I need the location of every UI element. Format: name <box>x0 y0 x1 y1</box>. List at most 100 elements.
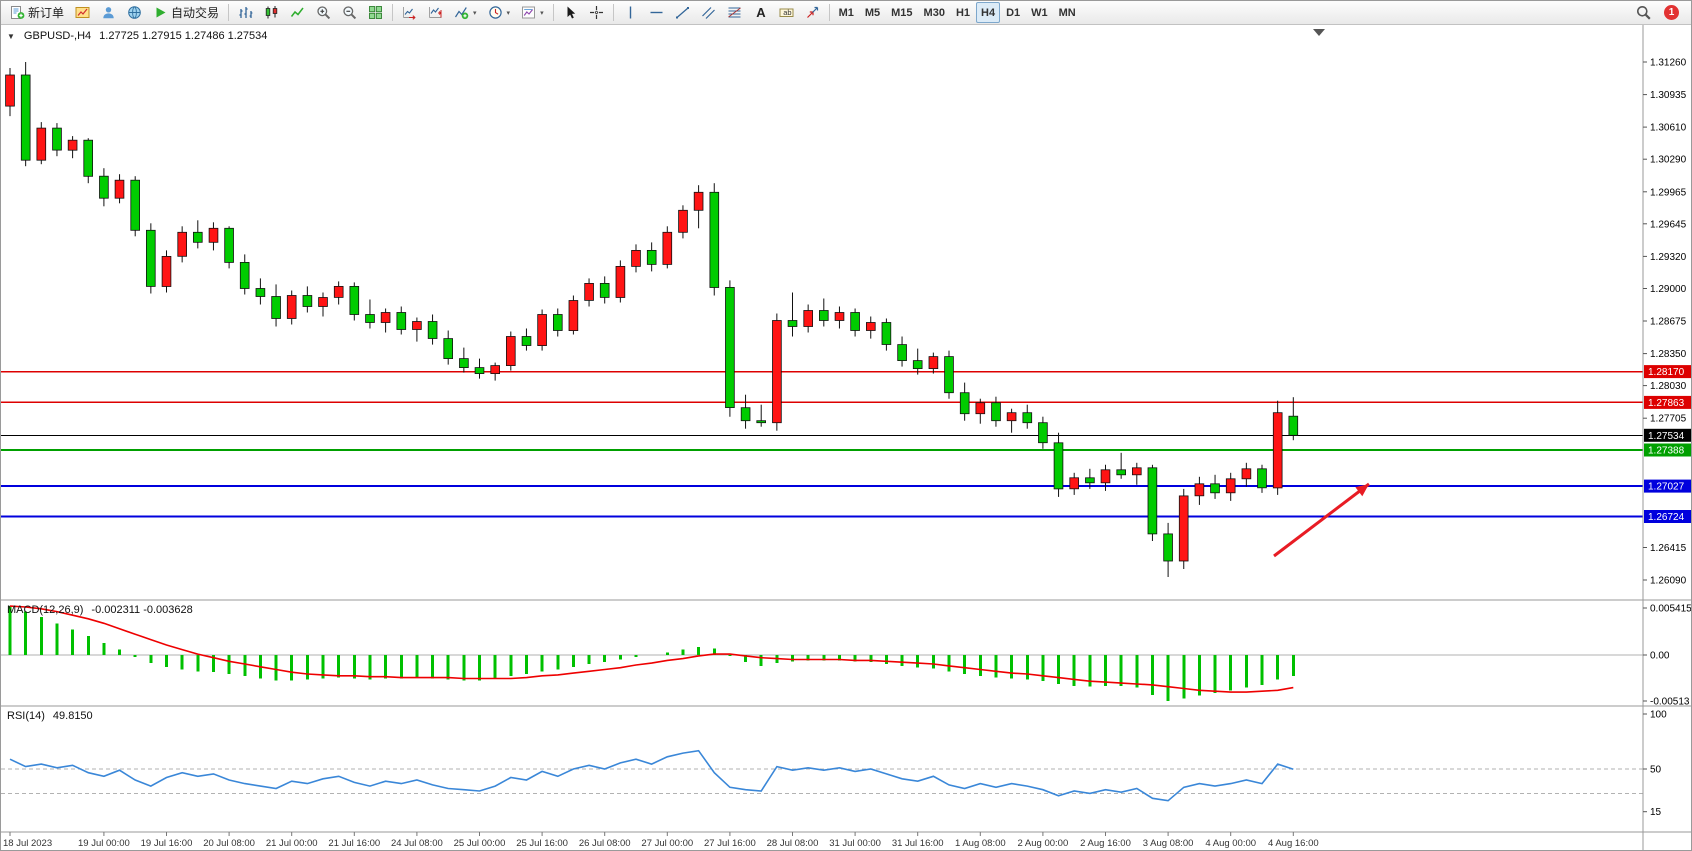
time-tick-label: 1 Aug 08:00 <box>955 838 1006 849</box>
time-tick-label: 4 Aug 16:00 <box>1268 838 1319 849</box>
trendline-button[interactable] <box>670 2 695 23</box>
chart-shift-marker[interactable] <box>1313 29 1325 36</box>
price-tick-label: 1.31260 <box>1650 58 1687 69</box>
candle <box>866 316 876 339</box>
timeframe-m1-button[interactable]: M1 <box>834 2 859 23</box>
chart-area[interactable]: 1.31260 1.30935 1.30610 1.30290 1.29965 1.296… <box>1 25 1692 851</box>
svg-text:ab: ab <box>783 8 791 17</box>
new-chart-button[interactable] <box>70 2 95 23</box>
candle <box>631 244 641 273</box>
candle <box>1116 452 1127 479</box>
candle <box>881 318 892 351</box>
chart-background <box>1 25 1691 850</box>
candle <box>490 362 500 381</box>
timeframe-m30-button[interactable]: M30 <box>919 2 950 23</box>
zoom-in-button[interactable] <box>311 2 336 23</box>
candle <box>1053 432 1064 497</box>
vertical-line-button[interactable] <box>618 2 643 23</box>
profiles-button[interactable] <box>96 2 121 23</box>
candlestick-chart-button[interactable] <box>259 2 284 23</box>
candle <box>1257 464 1267 493</box>
candle <box>99 168 109 207</box>
candle <box>599 276 610 304</box>
bar-chart-button[interactable] <box>233 2 258 23</box>
price-tick-label: 1.30290 <box>1650 155 1687 166</box>
candle <box>505 331 516 371</box>
candle <box>897 336 907 367</box>
notification-badge[interactable]: 1 <box>1664 5 1679 20</box>
candle <box>255 278 266 305</box>
time-tick-label: 24 Jul 08:00 <box>391 838 443 849</box>
templates-icon <box>522 6 536 19</box>
price-tick-label: 1.28350 <box>1650 349 1687 360</box>
toolbar-separator <box>612 4 614 21</box>
auto-scroll-button[interactable] <box>397 2 422 23</box>
candle <box>396 306 407 335</box>
dropdown-arrow-icon[interactable]: ▾ <box>473 9 477 17</box>
timeframe-label: M5 <box>864 6 881 19</box>
fibonacci-button[interactable] <box>722 2 747 23</box>
textlabel-icon: ab <box>779 8 794 17</box>
time-tick-label: 25 Jul 16:00 <box>516 838 568 849</box>
candle <box>709 183 720 296</box>
candle <box>584 278 594 307</box>
cursor-button[interactable] <box>558 2 583 23</box>
rsi-indicator <box>1 749 1643 802</box>
templates-button[interactable]: ▾ <box>516 2 549 23</box>
axis-price-flag <box>1644 443 1691 457</box>
candle <box>365 299 375 329</box>
periods-icon <box>488 6 502 19</box>
timeframe-h4-button[interactable]: H4 <box>976 2 1001 23</box>
cursor-icon <box>567 6 575 19</box>
trend-arrow-annotation[interactable] <box>1273 482 1370 558</box>
one-click-trading-toggle-icon[interactable]: ▼ <box>7 31 15 41</box>
time-axis: 18 Jul 2023 19 Jul 00:00 19 Jul 16:00 20 Ju… <box>3 832 1319 849</box>
axis-price-flag <box>1644 510 1691 523</box>
text-button[interactable]: A <box>748 2 773 23</box>
candle <box>959 382 970 421</box>
axis-price-flag <box>1644 395 1691 409</box>
dropdown-arrow-icon[interactable]: ▾ <box>540 9 544 17</box>
chart-shift-button[interactable] <box>423 2 448 23</box>
candle <box>1163 522 1173 577</box>
crosshair-icon <box>589 6 603 19</box>
timeframe-m5-button[interactable]: M5 <box>860 2 885 23</box>
candle <box>553 308 563 337</box>
candle <box>944 350 954 399</box>
channel-button[interactable] <box>696 2 721 23</box>
arrows-button[interactable] <box>800 2 825 23</box>
autotrading-button[interactable]: 自动交易 <box>148 2 224 23</box>
axis-price-flag-label: 1.27027 <box>1648 482 1685 493</box>
timeframe-mn-button[interactable]: MN <box>1054 2 1081 23</box>
candle <box>1069 472 1080 495</box>
timeframe-h1-button[interactable]: H1 <box>951 2 975 23</box>
horizontal-line-button[interactable] <box>644 2 669 23</box>
periods-button[interactable]: ▾ <box>483 2 516 23</box>
tile-windows-button[interactable] <box>363 2 388 23</box>
line-chart-button[interactable] <box>285 2 310 23</box>
dropdown-arrow-icon[interactable]: ▾ <box>506 9 511 17</box>
macd-axis-label: 0.00 <box>1650 651 1670 662</box>
time-tick-label: 3 Aug 08:00 <box>1143 838 1194 849</box>
new-order-icon <box>11 6 25 19</box>
rsi-axis-label: 15 <box>1650 807 1662 818</box>
timeframe-m15-button[interactable]: M15 <box>886 2 917 23</box>
axis-price-flag-label: 1.28170 <box>1648 367 1685 378</box>
time-tick-label: 21 Jul 16:00 <box>328 838 380 849</box>
time-tick-label: 27 Jul 00:00 <box>641 838 693 849</box>
label-button[interactable]: ab <box>774 2 799 23</box>
timeframe-w1-button[interactable]: W1 <box>1026 2 1053 23</box>
toolbar-right-group: 1 <box>1631 2 1687 23</box>
channel-icon <box>701 7 715 19</box>
candle <box>412 317 422 342</box>
market-watch-button[interactable] <box>122 2 147 23</box>
price-tick-label: 1.30610 <box>1650 123 1687 134</box>
new-order-button[interactable]: 新订单 <box>5 2 69 23</box>
indicators-button[interactable]: ▾ <box>449 2 482 23</box>
timeframe-d1-button[interactable]: D1 <box>1001 2 1025 23</box>
price-tick-label: 1.29645 <box>1650 219 1687 230</box>
crosshair-button[interactable] <box>584 2 609 23</box>
search-button[interactable] <box>1631 2 1656 23</box>
zoom-out-button[interactable] <box>337 2 362 23</box>
zoom-in-icon <box>317 6 331 20</box>
